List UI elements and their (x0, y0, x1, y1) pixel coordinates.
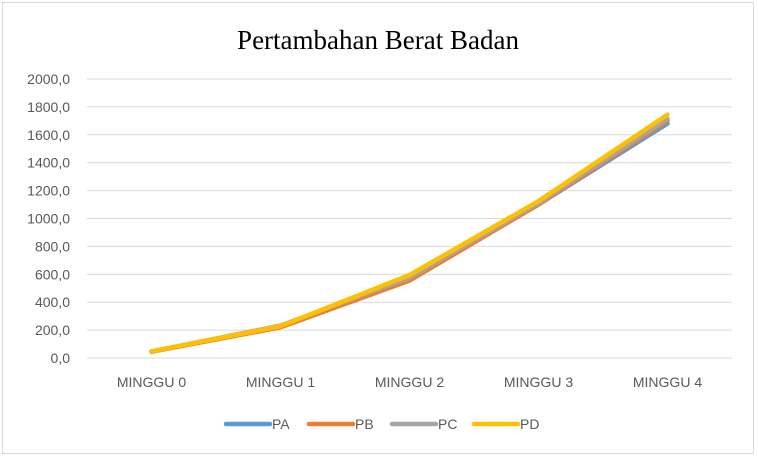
series-line-pd (149, 112, 670, 354)
legend-label-pb: PB (355, 416, 374, 432)
y-tick-label: 0,0 (51, 350, 71, 366)
y-tick-label: 800,0 (35, 238, 70, 254)
x-tick-label: MINGGU 0 (117, 374, 186, 390)
y-tick-label: 2000,0 (27, 71, 70, 87)
y-tick-label: 600,0 (35, 266, 70, 282)
y-tick-label: 200,0 (35, 322, 70, 338)
y-tick-label: 1600,0 (27, 127, 70, 143)
y-axis-ticks: 0,0 200,0 400,0 600,0 800,0 1000,0 1200,0 1400,… (27, 71, 70, 366)
x-tick-label: MINGGU 2 (375, 374, 444, 390)
series-lines (149, 112, 670, 354)
legend: PA PB PC PD (223, 416, 539, 432)
x-tick-label: MINGGU 1 (246, 374, 315, 390)
series-line-pb (149, 118, 670, 354)
chart-title: Pertambahan Berat Badan (237, 25, 519, 55)
y-tick-label: 400,0 (35, 294, 70, 310)
legend-label-pd: PD (520, 416, 539, 432)
legend-label-pa: PA (272, 416, 290, 432)
x-tick-label: MINGGU 3 (504, 374, 573, 390)
y-tick-label: 1000,0 (27, 211, 70, 227)
gridlines (87, 78, 732, 359)
series-line-pa (149, 121, 670, 354)
y-tick-label: 1800,0 (27, 99, 70, 115)
legend-label-pc: PC (438, 416, 457, 432)
y-tick-label: 1400,0 (27, 155, 70, 171)
chart-frame (2, 2, 754, 454)
y-tick-label: 1200,0 (27, 183, 70, 199)
x-tick-label: MINGGU 4 (633, 374, 702, 390)
series-line-pc (149, 116, 670, 354)
x-axis-ticks: MINGGU 0 MINGGU 1 MINGGU 2 MINGGU 3 MINGGU 4 (117, 374, 702, 390)
